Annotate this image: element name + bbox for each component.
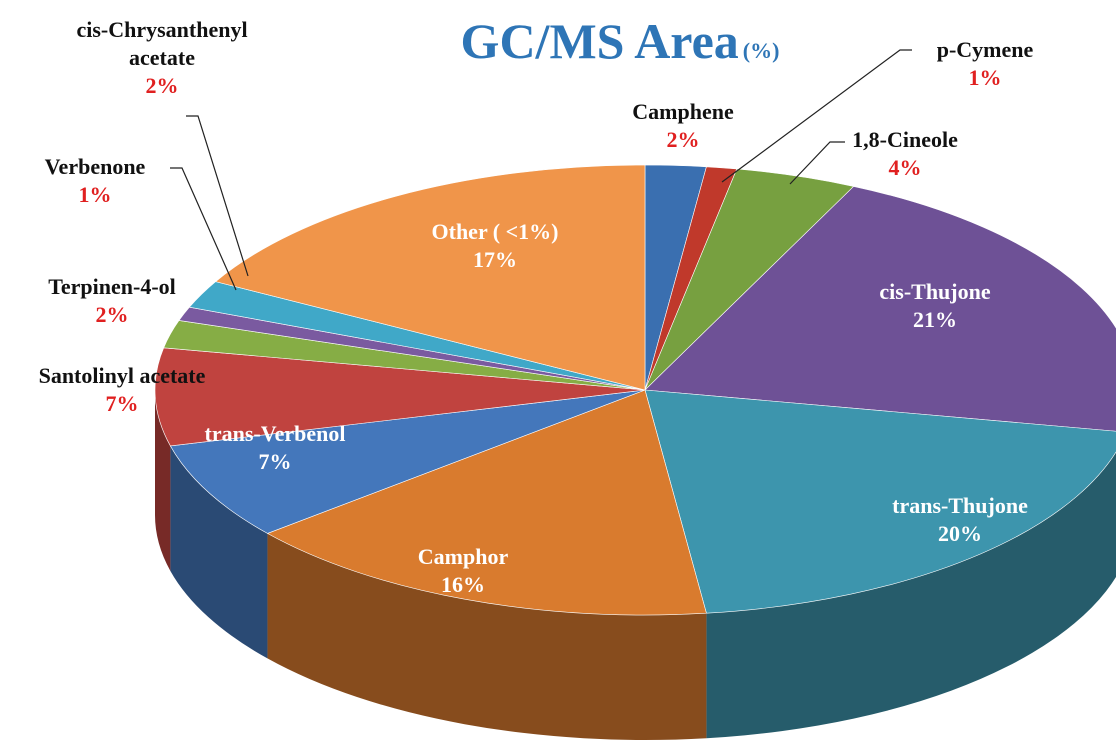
chart-title: GC/MS Area [460, 13, 739, 69]
slice-label: cis-Chrysanthenyl acetate 2% [42, 16, 282, 100]
category-label: trans-Thujone [892, 493, 1028, 518]
leader-line [721, 49, 912, 183]
value-label: 17% [473, 247, 517, 272]
slice-side [155, 390, 171, 571]
slice [169, 389, 646, 534]
value-label: 20% [938, 521, 982, 546]
slice [214, 164, 646, 391]
slice-label: Camphene 2% [632, 98, 733, 154]
category-label: Camphor [417, 544, 509, 569]
slice [266, 389, 707, 616]
category-label: cis-Thujone [879, 279, 991, 304]
slice-label: Santolinyl acetate 7% [39, 362, 206, 418]
slice-side [706, 451, 1116, 739]
slice-label: cis-Thujone 21% [879, 278, 990, 334]
category-label: Santolinyl acetate [38, 363, 206, 388]
slice [644, 389, 1116, 614]
chart-title-unit: (%) [742, 38, 780, 63]
value-label: 2% [95, 302, 129, 327]
slice-label: p-Cymene 1% [937, 36, 1034, 92]
slice-label: Terpinen-4-ol 2% [48, 273, 176, 329]
slice [154, 347, 646, 447]
slice-label: Other ( <1%) 17% [432, 218, 559, 274]
category-label: Other ( <1%) [431, 219, 559, 244]
slice-label: Verbenone 1% [45, 153, 146, 209]
category-label: trans-Verbenol [204, 421, 346, 446]
category-label: Verbenone [44, 154, 146, 179]
value-label: 1% [78, 182, 112, 207]
slice-label: 1,8-Cineole 4% [852, 126, 958, 182]
slice-label: Camphor 16% [418, 543, 508, 599]
leader-line [170, 167, 237, 291]
value-label: 4% [888, 155, 922, 180]
slice-label: trans-Verbenol 7% [205, 420, 346, 476]
value-label: 2% [666, 127, 700, 152]
value-label: 7% [258, 449, 292, 474]
value-label: 21% [913, 307, 957, 332]
leader-line [186, 115, 249, 277]
chart-title-block: GC/MS Area (%) [461, 12, 780, 70]
slice-side [267, 533, 707, 740]
category-label: p-Cymene [936, 37, 1034, 62]
category-label: Camphene [632, 99, 734, 124]
leader-line [789, 141, 845, 185]
value-label: 1% [968, 65, 1002, 90]
slice-side [170, 445, 268, 659]
category-label: 1,8-Cineole [852, 127, 958, 152]
value-label: 16% [440, 572, 485, 597]
value-label: 7% [105, 391, 139, 416]
category-label: cis-Chrysanthenyl acetate [76, 17, 248, 70]
slice [644, 186, 1116, 432]
slice-label: trans-Thujone 20% [892, 492, 1028, 548]
value-label: 2% [145, 73, 179, 98]
category-label: Terpinen-4-ol [48, 274, 176, 299]
